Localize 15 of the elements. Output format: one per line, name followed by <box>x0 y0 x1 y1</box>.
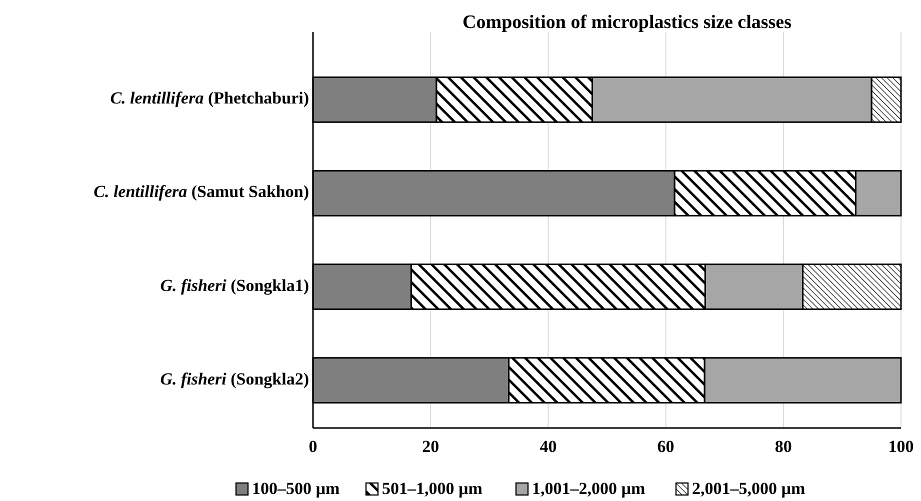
x-tick-label: 60 <box>657 437 674 456</box>
x-tick-label: 20 <box>422 437 440 456</box>
legend-label: 2,001–5,000 µm <box>692 478 806 498</box>
x-tick-label: 80 <box>774 437 792 456</box>
y-tick-label: G. fisheri (Songkla1) <box>160 276 309 295</box>
x-tick-label: 40 <box>540 437 557 456</box>
y-tick-label: C. lentillifera (Samut Sakhon) <box>94 182 309 202</box>
legend-label: 100–500 µm <box>252 478 340 498</box>
y-tick-label: C. lentillifera (Phetchaburi) <box>110 88 309 108</box>
legend-label: 1,001–2,000 µm <box>532 478 646 498</box>
x-tick-label: 0 <box>308 437 318 456</box>
chart-title: Composition of microplastics size classes <box>462 12 792 33</box>
x-tick-label: 100 <box>888 437 914 456</box>
legend-label: 501–1,000 µm <box>382 478 482 498</box>
y-tick-label: G. fisheri (Songkla2) <box>160 369 309 388</box>
